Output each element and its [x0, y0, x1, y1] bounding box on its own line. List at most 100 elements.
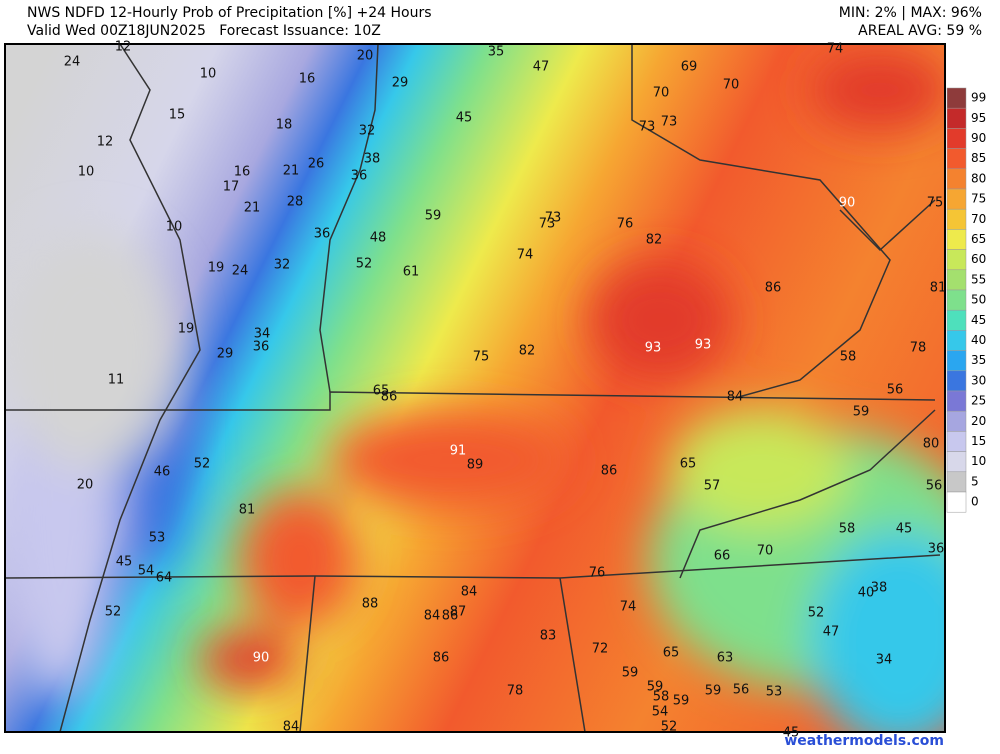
map-value-label: 52: [808, 606, 825, 621]
map-value-label: 38: [871, 581, 888, 596]
map-value-label: 36: [351, 169, 368, 184]
legend-swatch: [946, 451, 967, 473]
map-value-label: 29: [217, 347, 234, 362]
legend-label: 90: [971, 131, 986, 145]
areal-average: AREAL AVG: 59 %: [858, 23, 982, 39]
map-value-label: 70: [653, 86, 670, 101]
legend-swatch: [946, 87, 967, 109]
map-value-label: 73: [661, 115, 678, 130]
map-value-label: 86: [765, 281, 782, 296]
map-value-label: 10: [200, 67, 217, 82]
map-value-label: 59: [673, 694, 690, 709]
map-value-label: 52: [356, 257, 373, 272]
map-value-label: 57: [704, 479, 721, 494]
map-value-label: 47: [823, 625, 840, 640]
legend-swatch: [946, 148, 967, 170]
map-value-label: 84: [424, 609, 441, 624]
map-value-label: 32: [359, 124, 376, 139]
legend-label: 35: [971, 353, 986, 367]
map-value-label: 82: [646, 233, 663, 248]
map-value-label: 12: [97, 135, 114, 150]
map-value-label: 34: [254, 327, 271, 342]
legend-swatch: [946, 491, 967, 513]
legend-label: 55: [971, 272, 986, 286]
map-value-label: 81: [930, 281, 947, 296]
map-value-label: 76: [589, 566, 606, 581]
map-value-label: 84: [461, 585, 478, 600]
legend-swatch: [946, 431, 967, 452]
map-value-label: 59: [705, 684, 722, 699]
map-value-label: 36: [928, 542, 945, 557]
map-frame: [4, 43, 946, 733]
legend-swatch: [946, 208, 967, 230]
map-value-label: 78: [910, 341, 927, 356]
map-value-label: 15: [169, 108, 186, 123]
legend-label: 40: [971, 333, 986, 347]
map-value-label: 70: [757, 544, 774, 559]
map-value-label: 66: [714, 549, 731, 564]
map-value-label: 59: [622, 666, 639, 681]
legend-swatch: [946, 309, 967, 331]
legend-swatch: [946, 330, 967, 351]
map-value-label: 40: [858, 586, 875, 601]
map-value-label: 58: [840, 350, 857, 365]
map-value-label: 65: [663, 646, 680, 661]
map-value-label: 73: [539, 217, 556, 232]
map-value-label: 11: [108, 373, 125, 388]
map-value-label: 87: [450, 605, 467, 620]
map-value-label: 93: [645, 341, 662, 356]
map-value-label: 21: [283, 164, 300, 179]
legend-swatch: [946, 269, 967, 291]
legend-label: 70: [971, 212, 986, 226]
legend-label: 20: [971, 414, 986, 428]
map-value-label: 21: [244, 201, 261, 216]
legend-label: 75: [971, 192, 986, 206]
map-value-label: 86: [433, 651, 450, 666]
map-value-label: 59: [425, 209, 442, 224]
map-value-label: 38: [364, 152, 381, 167]
map-value-label: 91: [450, 444, 467, 459]
legend-label: 99: [971, 91, 986, 105]
map-value-label: 53: [149, 531, 166, 546]
legend-label: 0: [971, 495, 979, 509]
map-value-label: 16: [234, 165, 251, 180]
map-value-label: 36: [253, 340, 270, 355]
map-value-label: 24: [64, 55, 81, 70]
legend-label: 50: [971, 293, 986, 307]
map-value-label: 54: [652, 705, 669, 720]
map-value-label: 10: [78, 165, 95, 180]
map-value-label: 69: [681, 60, 698, 75]
legend-swatch: [946, 390, 967, 412]
map-value-label: 73: [545, 211, 562, 226]
map-value-label: 61: [403, 265, 420, 280]
map-value-label: 54: [138, 564, 155, 579]
legend-swatch: [946, 370, 967, 392]
map-value-label: 35: [488, 45, 505, 60]
map-value-label: 81: [239, 503, 256, 518]
legend-swatch: [946, 350, 967, 372]
map-value-label: 45: [456, 111, 473, 126]
map-value-label: 48: [370, 231, 387, 246]
map-value-label: 24: [232, 264, 249, 279]
map-value-label: 74: [517, 248, 534, 263]
map-value-label: 72: [592, 642, 609, 657]
map-value-label: 76: [617, 217, 634, 232]
legend-label: 80: [971, 171, 986, 185]
legend-swatch: [946, 289, 967, 311]
map-value-label: 59: [647, 680, 664, 695]
map-value-label: 86: [442, 609, 459, 624]
legend-label: 30: [971, 373, 986, 387]
map-value-label: 16: [299, 72, 316, 87]
map-value-label: 45: [116, 555, 133, 570]
legend-label: 10: [971, 454, 986, 468]
map-value-label: 75: [473, 350, 490, 365]
legend-swatch: [946, 249, 967, 271]
map-value-label: 59: [853, 405, 870, 420]
map-value-label: 74: [620, 600, 637, 615]
map-value-label: 53: [766, 685, 783, 700]
legend-swatch: [946, 410, 967, 432]
map-value-label: 56: [926, 479, 943, 494]
map-value-label: 65: [680, 457, 697, 472]
map-value-label: 56: [733, 683, 750, 698]
map-value-label: 20: [77, 478, 94, 493]
